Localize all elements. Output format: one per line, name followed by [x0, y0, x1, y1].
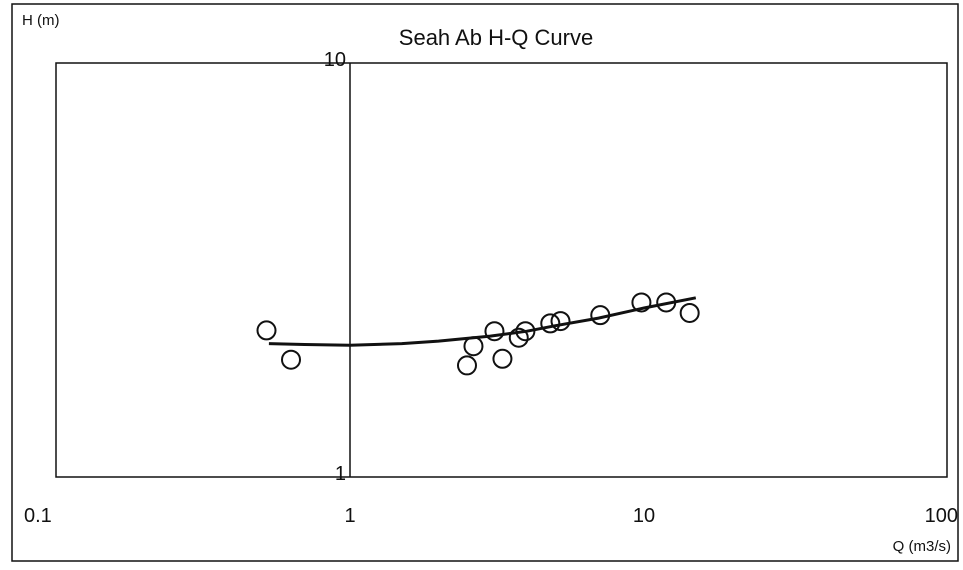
- chart-title: Seah Ab H-Q Curve: [399, 25, 593, 50]
- x-axis-label: Q (m3/s): [893, 538, 951, 555]
- x-tick-label: 0.1: [24, 505, 52, 527]
- data-point: [540, 313, 561, 334]
- data-point: [456, 355, 477, 376]
- data-point: [631, 292, 652, 313]
- y-tick-label: 10: [324, 49, 346, 71]
- y-tick-label: 1: [335, 463, 346, 485]
- y-axis-label: H (m): [22, 12, 60, 29]
- data-point: [679, 302, 700, 323]
- x-tick-label: 1: [344, 505, 355, 527]
- axes: 0.1 1 10 100 1 10: [24, 49, 958, 527]
- data-point: [550, 311, 571, 332]
- data-point: [463, 336, 484, 357]
- page-border: [11, 3, 959, 562]
- data-point: [484, 321, 505, 342]
- data-point: [508, 327, 529, 348]
- data-point: [281, 349, 302, 370]
- data-point: [492, 348, 513, 369]
- data-marks: [256, 292, 700, 376]
- plot-area-frame: [55, 62, 948, 478]
- x-tick-label: 10: [633, 505, 655, 527]
- x-tick-label: 100: [925, 505, 958, 527]
- fitted-curve: [268, 296, 697, 347]
- data-point: [256, 320, 277, 341]
